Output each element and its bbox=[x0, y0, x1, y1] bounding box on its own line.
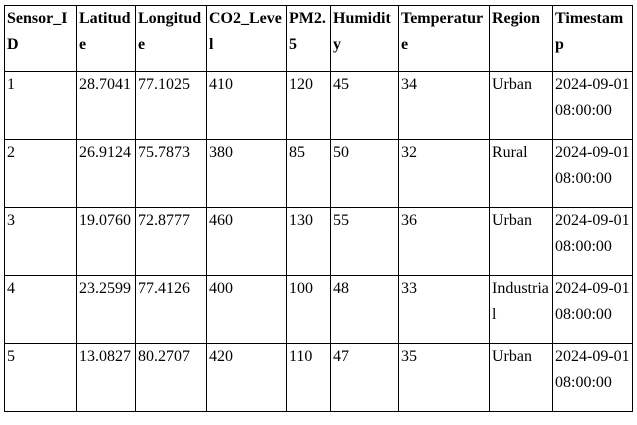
column-header-timestamp: Timestamp bbox=[552, 5, 633, 72]
cell-longitude-row-1: 77.1025 bbox=[135, 71, 207, 140]
cell-latitude-row-4: 23.2599 bbox=[76, 275, 136, 344]
header-row: Sensor_ID Latitude Longitude CO2_Level PM2.5… bbox=[4, 5, 633, 72]
cell-sensor-id-row-1: 1 bbox=[4, 71, 77, 140]
cell-temperature-row-1: 34 bbox=[398, 71, 490, 140]
column-header-sensor-id: Sensor_ID bbox=[4, 5, 77, 72]
cell-latitude-row-3: 19.0760 bbox=[76, 207, 136, 276]
cell-co2-level-row-4: 400 bbox=[206, 275, 287, 344]
cell-temperature-row-2: 32 bbox=[398, 139, 490, 208]
cell-longitude-row-4: 77.4126 bbox=[135, 275, 207, 344]
cell-longitude-row-3: 72.8777 bbox=[135, 207, 207, 276]
sensor-data-table: Sensor_ID Latitude Longitude CO2_Level PM2.5… bbox=[4, 5, 633, 412]
column-header-co2-level: CO2_Level bbox=[206, 5, 287, 72]
cell-temperature-row-4: 33 bbox=[398, 275, 490, 344]
table-row-2: 2 26.9124 75.7873 380 85 50 32 Rural 2024-09-01 … bbox=[4, 139, 633, 208]
document-page: Sensor_ID Latitude Longitude CO2_Level PM2.5… bbox=[4, 5, 633, 412]
cell-sensor-id-row-3: 3 bbox=[4, 207, 77, 276]
cell-humidity-row-2: 50 bbox=[330, 139, 399, 208]
column-header-pm2-5: PM2.5 bbox=[286, 5, 331, 72]
cell-pm2-5-row-5: 110 bbox=[286, 343, 331, 412]
cell-longitude-row-5: 80.2707 bbox=[135, 343, 207, 412]
table-row-3: 3 19.0760 72.8777 460 130 55 36 Urban 2024-09-01… bbox=[4, 207, 633, 276]
table-row-4: 4 23.2599 77.4126 400 100 48 33 Industrial 2024-… bbox=[4, 275, 633, 344]
cell-region-row-2: Rural bbox=[489, 139, 553, 208]
cell-pm2-5-row-3: 130 bbox=[286, 207, 331, 276]
cell-pm2-5-row-4: 100 bbox=[286, 275, 331, 344]
table-row-1: 1 28.7041 77.1025 410 120 45 34 Urban 2024-09-01… bbox=[4, 71, 633, 140]
cell-humidity-row-1: 45 bbox=[330, 71, 399, 140]
cell-timestamp-row-4: 2024-09-01 08:00:00 bbox=[552, 275, 633, 344]
column-header-region: Region bbox=[489, 5, 553, 72]
cell-sensor-id-row-2: 2 bbox=[4, 139, 77, 208]
cell-timestamp-row-3: 2024-09-01 08:00:00 bbox=[552, 207, 633, 276]
cell-latitude-row-5: 13.0827 bbox=[76, 343, 136, 412]
cell-humidity-row-5: 47 bbox=[330, 343, 399, 412]
cell-pm2-5-row-1: 120 bbox=[286, 71, 331, 140]
cell-temperature-row-3: 36 bbox=[398, 207, 490, 276]
cell-longitude-row-2: 75.7873 bbox=[135, 139, 207, 208]
cell-latitude-row-2: 26.9124 bbox=[76, 139, 136, 208]
cell-co2-level-row-5: 420 bbox=[206, 343, 287, 412]
column-header-humidity: Humidity bbox=[330, 5, 399, 72]
column-header-temperature: Temperature bbox=[398, 5, 490, 72]
table-body: 1 28.7041 77.1025 410 120 45 34 Urban 2024-09-01… bbox=[4, 71, 633, 412]
cell-temperature-row-5: 35 bbox=[398, 343, 490, 412]
cell-region-row-5: Urban bbox=[489, 343, 553, 412]
cell-timestamp-row-5: 2024-09-01 08:00:00 bbox=[552, 343, 633, 412]
cell-sensor-id-row-4: 4 bbox=[4, 275, 77, 344]
cell-region-row-1: Urban bbox=[489, 71, 553, 140]
cell-region-row-3: Urban bbox=[489, 207, 553, 276]
cell-humidity-row-3: 55 bbox=[330, 207, 399, 276]
table-row-5: 5 13.0827 80.2707 420 110 47 35 Urban 2024-09-01… bbox=[4, 343, 633, 412]
cell-sensor-id-row-5: 5 bbox=[4, 343, 77, 412]
cell-region-row-4: Industrial bbox=[489, 275, 553, 344]
cell-timestamp-row-2: 2024-09-01 08:00:00 bbox=[552, 139, 633, 208]
cell-latitude-row-1: 28.7041 bbox=[76, 71, 136, 140]
cell-humidity-row-4: 48 bbox=[330, 275, 399, 344]
cell-co2-level-row-2: 380 bbox=[206, 139, 287, 208]
cell-co2-level-row-3: 460 bbox=[206, 207, 287, 276]
column-header-latitude: Latitude bbox=[76, 5, 136, 72]
column-header-longitude: Longitude bbox=[135, 5, 207, 72]
cell-timestamp-row-1: 2024-09-01 08:00:00 bbox=[552, 71, 633, 140]
cell-pm2-5-row-2: 85 bbox=[286, 139, 331, 208]
cell-co2-level-row-1: 410 bbox=[206, 71, 287, 140]
